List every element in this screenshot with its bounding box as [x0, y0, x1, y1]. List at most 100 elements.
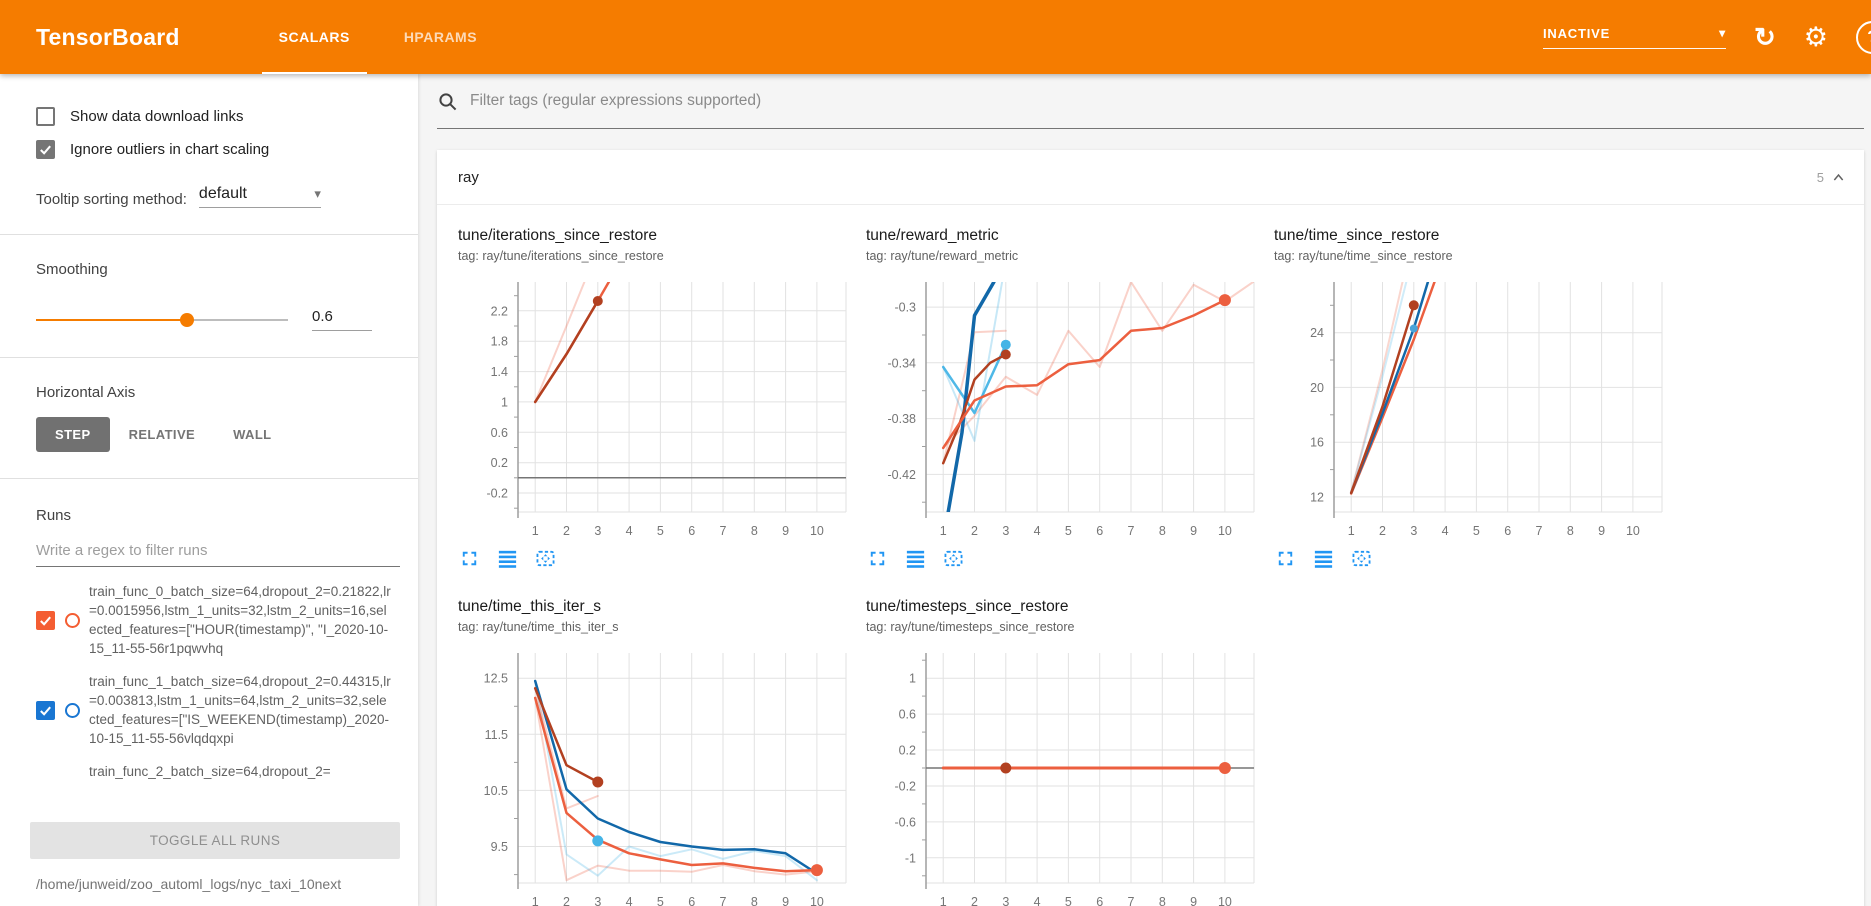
toggle-all-runs-button[interactable]: TOGGLE ALL RUNS	[30, 822, 400, 859]
chevron-up-icon[interactable]	[1831, 170, 1846, 185]
chart-tag: tag: ray/tune/iterations_since_restore	[458, 249, 664, 263]
tab-scalars[interactable]: SCALARS	[252, 0, 377, 74]
checkbox-unchecked[interactable]	[36, 107, 55, 126]
chart-title: tune/time_this_iter_s	[458, 598, 602, 615]
svg-text:3: 3	[1410, 524, 1417, 538]
svg-text:9: 9	[1190, 524, 1197, 538]
axis-option-step[interactable]: STEP	[36, 417, 110, 452]
chart-title: tune/time_since_restore	[1274, 227, 1440, 244]
svg-text:11.5: 11.5	[485, 728, 508, 742]
svg-text:3: 3	[1002, 895, 1009, 906]
svg-text:-0.6: -0.6	[894, 815, 916, 829]
runs-menu-icon[interactable]	[904, 547, 927, 570]
svg-text:-0.2: -0.2	[894, 780, 916, 794]
ignore-outliers-checkbox-row[interactable]: Ignore outliers in chart scaling	[36, 140, 392, 159]
svg-text:4: 4	[626, 895, 633, 906]
svg-text:2: 2	[971, 895, 978, 906]
svg-text:9: 9	[1190, 895, 1197, 906]
svg-text:3: 3	[594, 524, 601, 538]
expand-icon[interactable]	[1274, 547, 1297, 570]
svg-text:12.5: 12.5	[484, 672, 508, 686]
run-name: train_func_0_batch_size=64,dropout_2=0.2…	[89, 584, 391, 656]
status-dropdown[interactable]: INACTIVE ▾	[1542, 26, 1726, 49]
run-checkbox[interactable]	[36, 700, 55, 720]
svg-text:8: 8	[751, 524, 758, 538]
svg-text:4: 4	[626, 524, 633, 538]
svg-text:8: 8	[751, 895, 758, 906]
tooltip-sorting-label: Tooltip sorting method:	[36, 191, 187, 208]
chart-canvas[interactable]: -0.3 -0.34 -0.38 -0.42 1 2 3 4 5 6 7 8 9 10	[866, 276, 1266, 544]
axis-option-relative[interactable]: RELATIVE	[128, 427, 196, 442]
chart-canvas[interactable]: 1 0.6 0.2 -0.2 -0.6 -1 1 2 3 4 5 6 7 8 9 10	[866, 647, 1266, 906]
checkbox-checked[interactable]	[36, 140, 55, 159]
show-download-links-checkbox-row[interactable]: Show data download links	[36, 107, 392, 126]
smoothing-value-input[interactable]: 0.6	[312, 308, 372, 331]
svg-text:20: 20	[1310, 381, 1324, 395]
svg-text:4: 4	[1034, 524, 1041, 538]
tag-group-title: ray	[458, 168, 479, 186]
check-icon	[40, 706, 51, 716]
run-row[interactable]: train_func_1_batch_size=64,dropout_2=0.4…	[36, 672, 392, 748]
svg-text:-0.42: -0.42	[888, 468, 917, 482]
chart-card: tune/iterations_since_restore tag: ray/tu…	[458, 227, 866, 570]
fit-data-icon[interactable]	[942, 547, 965, 570]
svg-text:0.6: 0.6	[491, 426, 508, 440]
svg-text:10: 10	[1626, 524, 1640, 538]
chart-canvas[interactable]: 12.5 11.5 10.5 9.5 1 2 3 4 5 6 7 8 9 10	[458, 647, 858, 906]
fit-data-icon[interactable]	[534, 547, 557, 570]
svg-text:8: 8	[1567, 524, 1574, 538]
tag-group-header[interactable]: ray 5	[437, 150, 1864, 205]
smoothing-slider[interactable]	[36, 312, 288, 327]
expand-icon[interactable]	[458, 547, 481, 570]
header-tabs: SCALARS HPARAMS	[252, 0, 504, 74]
svg-text:4: 4	[1442, 524, 1449, 538]
runs-menu-icon[interactable]	[1312, 547, 1335, 570]
svg-text:1.4: 1.4	[491, 365, 508, 379]
svg-text:2: 2	[563, 895, 570, 906]
tag-filter-input[interactable]	[468, 91, 1864, 111]
dropdown-caret-icon: ▾	[314, 186, 321, 201]
svg-text:1: 1	[1348, 524, 1355, 538]
chart-toolbar	[1274, 547, 1682, 570]
svg-text:7: 7	[1536, 524, 1543, 538]
chart-tag: tag: ray/tune/reward_metric	[866, 249, 1019, 263]
run-row[interactable]: train_func_0_batch_size=64,dropout_2=0.2…	[36, 582, 392, 658]
svg-text:9: 9	[782, 895, 789, 906]
svg-text:10: 10	[810, 895, 824, 906]
smoothing-label: Smoothing	[36, 261, 108, 278]
tab-hparams[interactable]: HPARAMS	[403, 29, 478, 45]
run-row[interactable]: train_func_2_batch_size=64,dropout_2=	[36, 762, 392, 781]
svg-text:10: 10	[1218, 895, 1232, 906]
settings-icon[interactable]	[1804, 24, 1828, 51]
run-checkbox[interactable]	[36, 610, 55, 630]
svg-text:2: 2	[971, 524, 978, 538]
runs-section: Runs train_func_0_batch_size=64,dropout_…	[0, 507, 418, 832]
expand-icon[interactable]	[866, 547, 889, 570]
svg-text:1: 1	[532, 895, 539, 906]
svg-text:9.5: 9.5	[491, 840, 508, 854]
svg-text:1.8: 1.8	[491, 335, 508, 349]
svg-text:0.2: 0.2	[899, 744, 916, 758]
tooltip-sorting-dropdown[interactable]: default ▾	[198, 185, 321, 208]
runs-menu-icon[interactable]	[496, 547, 519, 570]
svg-text:24: 24	[1310, 326, 1324, 340]
svg-text:9: 9	[1598, 524, 1605, 538]
axis-option-wall[interactable]: WALL	[233, 427, 272, 442]
chart-canvas[interactable]: 2.2 1.8 1.4 1 0.6 0.2 -0.2 1 2 3 4 5 6 7 8 9 10	[458, 276, 858, 544]
fit-data-icon[interactable]	[1350, 547, 1373, 570]
header-actions: INACTIVE ▾ ?	[1542, 0, 1871, 74]
run-radio[interactable]	[65, 612, 80, 628]
help-icon[interactable]: ?	[1856, 20, 1871, 54]
chart-card: tune/reward_metric tag: ray/tune/reward_m…	[866, 227, 1274, 570]
horizontal-axis-section: Horizontal Axis STEP RELATIVE WALL	[0, 384, 418, 452]
svg-text:6: 6	[1096, 524, 1103, 538]
runs-filter-input[interactable]	[36, 542, 400, 567]
charts-grid: tune/iterations_since_restore tag: ray/tu…	[437, 205, 1864, 906]
tag-group-count: 5	[1816, 169, 1824, 185]
slider-thumb[interactable]	[180, 312, 195, 327]
run-radio[interactable]	[65, 702, 80, 718]
svg-text:10: 10	[810, 524, 824, 538]
svg-text:-0.38: -0.38	[888, 412, 917, 426]
refresh-icon[interactable]	[1754, 24, 1776, 51]
